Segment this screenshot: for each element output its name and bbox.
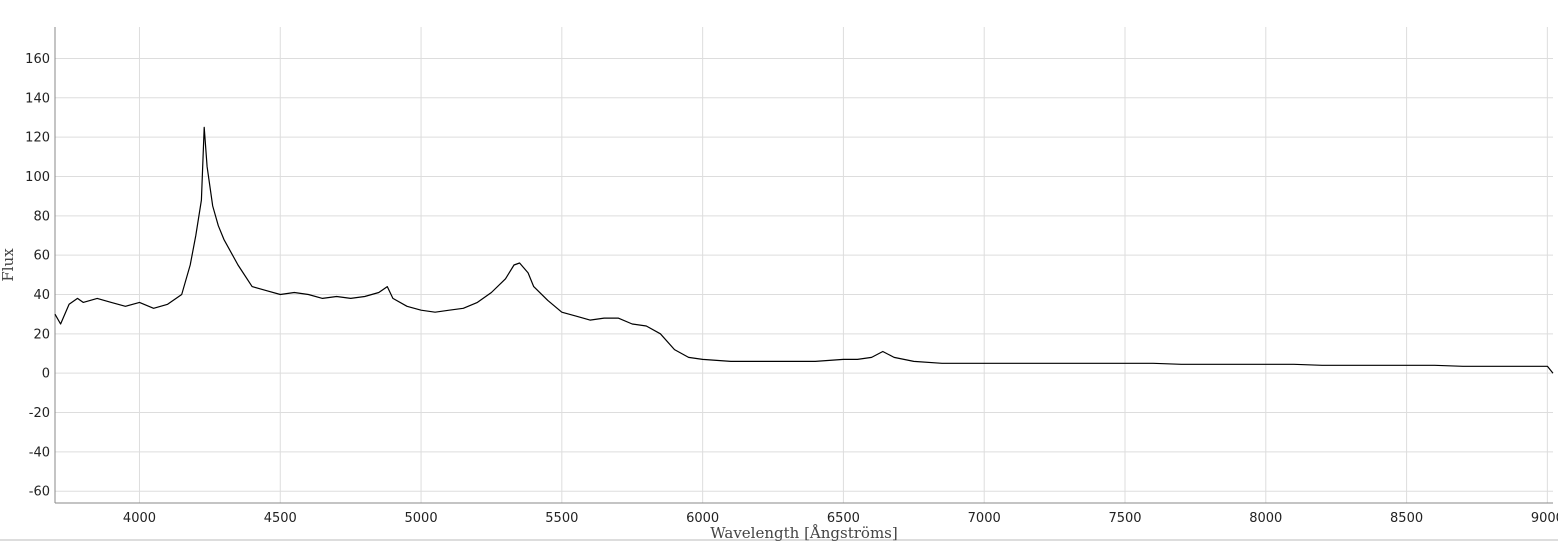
x-tick-label: 5000 (405, 511, 438, 526)
x-tick-label: 6500 (827, 511, 860, 526)
grid-lines (55, 27, 1553, 503)
y-tick-label: 20 (33, 327, 50, 342)
axes (0, 27, 1558, 541)
y-tick-label: 160 (25, 52, 50, 67)
y-tick-label: 80 (33, 209, 50, 224)
x-tick-label: 6000 (686, 511, 719, 526)
series-layer (54, 126, 1554, 374)
y-axis-label: Flux (0, 248, 17, 282)
y-tick-label: 140 (25, 91, 50, 106)
x-tick-label: 4000 (123, 511, 156, 526)
y-tick-label: 60 (33, 249, 50, 264)
x-tick-label: 7500 (1108, 511, 1141, 526)
x-tick-label: 5500 (545, 511, 578, 526)
x-tick-label: 9000 (1531, 511, 1558, 526)
y-tick-label: 120 (25, 131, 50, 146)
y-tick-label: -60 (29, 485, 50, 500)
y-tick-label: 40 (33, 288, 50, 303)
x-tick-label: 4500 (264, 511, 297, 526)
spectrum-line (54, 126, 1554, 374)
y-tick-label: -40 (29, 445, 50, 460)
y-tick-label: -20 (29, 406, 50, 421)
x-tick-label: 7000 (968, 511, 1001, 526)
y-tick-label: 0 (42, 367, 50, 382)
tick-labels: 4000 4500 5000 5500 6000 6500 7000 7500 8000 8500… (25, 52, 1558, 526)
x-axis-label: Wavelength [Ångströms] (710, 524, 897, 542)
y-tick-label: 100 (25, 170, 50, 185)
x-tick-label: 8500 (1390, 511, 1423, 526)
x-tick-label: 8000 (1249, 511, 1282, 526)
